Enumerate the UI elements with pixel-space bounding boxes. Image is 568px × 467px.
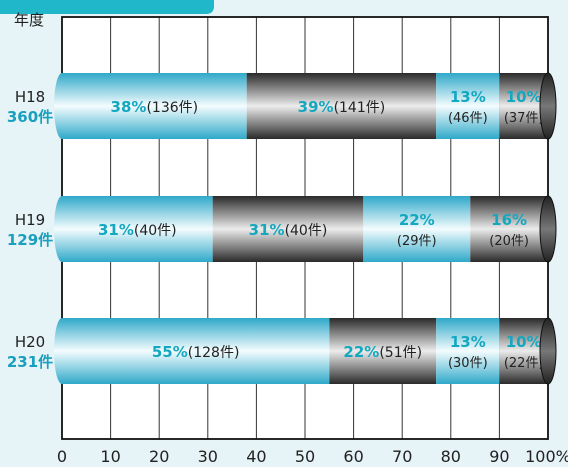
x-tick-label: 80 [441, 447, 461, 466]
data-label-count: (22件) [504, 356, 544, 371]
bar-start-cap [54, 318, 70, 384]
bar-segment [363, 196, 471, 262]
data-label: 38%(136件) [111, 98, 199, 116]
bar-segment [62, 318, 330, 384]
header-tab [0, 0, 214, 14]
bar-segment [436, 73, 500, 139]
bar-segment [62, 196, 213, 262]
x-tick-labels: 0 10 20 30 40 50 60 70 80 90 100% [57, 447, 568, 466]
data-label-count: (20件) [489, 234, 529, 249]
data-label-pct: 22% [399, 211, 435, 229]
bar-segment [62, 73, 247, 139]
category-labels: H18 360件 H19 129件 H20 231件 [7, 88, 53, 371]
x-tick-label: 60 [343, 447, 363, 466]
data-label-pct: 10% [506, 333, 542, 351]
data-label-count: (46件) [448, 111, 488, 126]
category-total: 360件 [7, 108, 53, 126]
x-tick-label: 90 [489, 447, 509, 466]
bar-start-cap [54, 196, 70, 262]
x-tick-label: 40 [246, 447, 266, 466]
bar-end-cap [539, 195, 557, 263]
category-year: H19 [15, 211, 45, 229]
x-tick-label: 70 [392, 447, 412, 466]
category-year: H20 [15, 333, 45, 351]
data-label-count: (29件) [397, 234, 437, 249]
x-tick-label: 20 [149, 447, 169, 466]
bar-segment [246, 73, 437, 139]
bar-segment [212, 196, 364, 262]
category-total: 231件 [7, 353, 53, 371]
bars: 38%(136件) 39%(141件) 13% (46件) 10% (37件) 31%(40… [54, 72, 557, 385]
data-label-count: (37件) [504, 111, 544, 126]
data-label-pct: 13% [450, 88, 486, 106]
data-label-pct: 16% [491, 211, 527, 229]
bar-start-cap [54, 73, 70, 139]
bar-end-cap [539, 72, 557, 140]
y-axis-label: 年度 [14, 11, 44, 29]
data-label-pct: 10% [506, 88, 542, 106]
data-label: 31%(40件) [249, 221, 328, 239]
x-tick-label: 10 [100, 447, 120, 466]
category-year: H18 [15, 88, 45, 106]
bar-segment [470, 196, 548, 262]
data-label: 39%(141件) [298, 98, 386, 116]
bar-segment [329, 318, 437, 384]
data-label-pct: 13% [450, 333, 486, 351]
category-total: 129件 [7, 231, 53, 249]
x-tick-label: 0 [57, 447, 67, 466]
bar-segment [436, 318, 500, 384]
data-label-count: (30件) [448, 356, 488, 371]
x-tick-label: 100% [525, 447, 568, 466]
data-label: 31%(40件) [98, 221, 177, 239]
data-label: 55%(128件) [152, 343, 240, 361]
bar-end-cap [539, 317, 557, 385]
x-tick-label: 30 [198, 447, 218, 466]
data-label: 22%(51件) [343, 343, 422, 361]
x-tick-label: 50 [295, 447, 315, 466]
